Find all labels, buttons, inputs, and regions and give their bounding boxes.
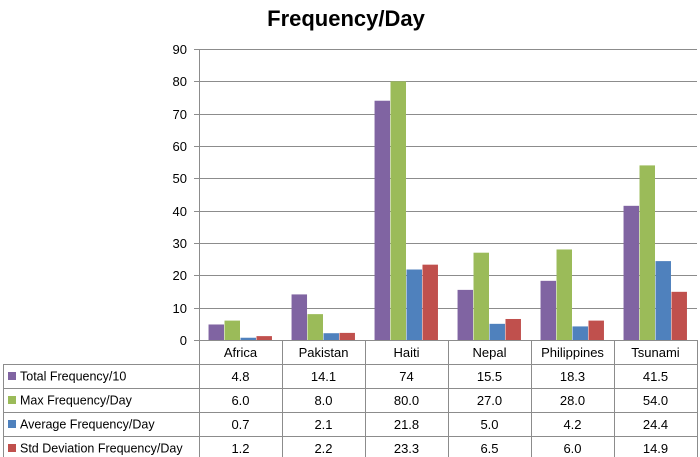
table-cell-series-4-pakistan: 2.2 [314, 441, 332, 456]
bar-haiti-series-4 [422, 264, 438, 340]
bar-pakistan-series-1 [291, 294, 308, 340]
legend-swatch-series-4 [8, 444, 16, 452]
table-cell-series-4-haiti: 23.3 [394, 441, 419, 456]
legend-label-series-3: Average Frequency/Day [20, 418, 155, 432]
table-cell-series-4-africa: 1.2 [231, 441, 249, 456]
bar-nepal-series-4 [505, 318, 521, 340]
y-tick-label-70: 70 [173, 107, 187, 122]
y-tick-label-50: 50 [173, 171, 187, 186]
bar-pakistan-series-2 [307, 314, 323, 340]
y-tick-label-10: 10 [173, 301, 187, 316]
table-cell-series-3-pakistan: 2.1 [314, 417, 332, 432]
legend-label-series-1: Total Frequency/10 [20, 370, 126, 384]
table-cell-series-2-nepal: 27.0 [477, 393, 502, 408]
category-label-africa: Africa [224, 345, 258, 360]
bars [208, 81, 687, 340]
table-cell-series-1-pakistan: 14.1 [311, 369, 336, 384]
y-tick-label-90: 90 [173, 42, 187, 57]
bar-africa-series-2 [224, 320, 240, 340]
bar-tsunami-series-3 [655, 261, 671, 340]
bar-haiti-series-1 [374, 100, 391, 340]
y-tick-label-60: 60 [173, 139, 187, 154]
data-table: Africa Pakistan Haiti Nepal Philippines Tsuna… [3, 340, 698, 457]
bar-haiti-series-3 [406, 269, 422, 340]
bar-africa-series-4 [256, 336, 272, 340]
table-cell-series-4-tsunami: 14.9 [643, 441, 668, 456]
bar-pakistan-series-3 [323, 333, 339, 340]
y-axis-tick-labels: 0 10 20 30 40 50 60 70 80 90 [173, 42, 187, 348]
bar-pakistan-series-4 [339, 332, 355, 340]
y-tick-label-30: 30 [173, 236, 187, 251]
legend-swatch-series-1 [8, 372, 16, 380]
table-cell-series-3-tsunami: 24.4 [643, 417, 668, 432]
table-cell-series-1-tsunami: 41.5 [643, 369, 668, 384]
bar-haiti-series-2 [390, 81, 406, 340]
category-label-tsunami: Tsunami [631, 345, 680, 360]
legend-label-series-4: Std Deviation Frequency/Day [20, 442, 183, 456]
y-tick-label-80: 80 [173, 74, 187, 89]
table-cell-series-2-haiti: 80.0 [394, 393, 419, 408]
table-cell-series-1-haiti: 74 [399, 369, 413, 384]
table-cell-series-4-philippines: 6.0 [563, 441, 581, 456]
category-label-philippines: Philippines [541, 345, 604, 360]
bar-philippines-series-4 [588, 320, 604, 340]
bar-nepal-series-2 [473, 252, 489, 340]
legend-swatch-series-3 [8, 420, 16, 428]
category-label-haiti: Haiti [393, 345, 419, 360]
table-cell-series-2-tsunami: 54.0 [643, 393, 668, 408]
gridlines [194, 49, 697, 341]
legend-label-series-2: Max Frequency/Day [20, 394, 133, 408]
legend-swatch-series-2 [8, 396, 16, 404]
category-label-nepal: Nepal [473, 345, 507, 360]
bar-tsunami-series-2 [639, 165, 655, 340]
bar-africa-series-3 [240, 337, 256, 340]
table-cell-series-2-philippines: 28.0 [560, 393, 585, 408]
bar-nepal-series-1 [457, 289, 474, 340]
y-tick-label-0: 0 [180, 333, 187, 348]
table-cell-series-3-haiti: 21.8 [394, 417, 419, 432]
y-tick-label-40: 40 [173, 204, 187, 219]
table-cell-series-3-nepal: 5.0 [480, 417, 498, 432]
bar-tsunami-series-4 [671, 291, 687, 340]
table-cell-series-1-philippines: 18.3 [560, 369, 585, 384]
chart-title: Frequency/Day [267, 6, 425, 31]
bar-philippines-series-3 [572, 326, 588, 340]
bar-philippines-series-1 [540, 280, 557, 340]
bar-africa-series-1 [208, 324, 225, 340]
table-cell-series-2-africa: 6.0 [231, 393, 249, 408]
category-label-pakistan: Pakistan [299, 345, 349, 360]
table-cell-series-3-philippines: 4.2 [563, 417, 581, 432]
y-tick-label-20: 20 [173, 268, 187, 283]
bar-philippines-series-2 [556, 249, 572, 340]
table-cell-series-2-pakistan: 8.0 [314, 393, 332, 408]
bar-tsunami-series-1 [623, 205, 640, 340]
bar-nepal-series-3 [489, 323, 505, 340]
table-cell-series-4-nepal: 6.5 [480, 441, 498, 456]
table-cell-series-3-africa: 0.7 [231, 417, 249, 432]
table-cell-series-1-africa: 4.8 [231, 369, 249, 384]
table-cell-series-1-nepal: 15.5 [477, 369, 502, 384]
